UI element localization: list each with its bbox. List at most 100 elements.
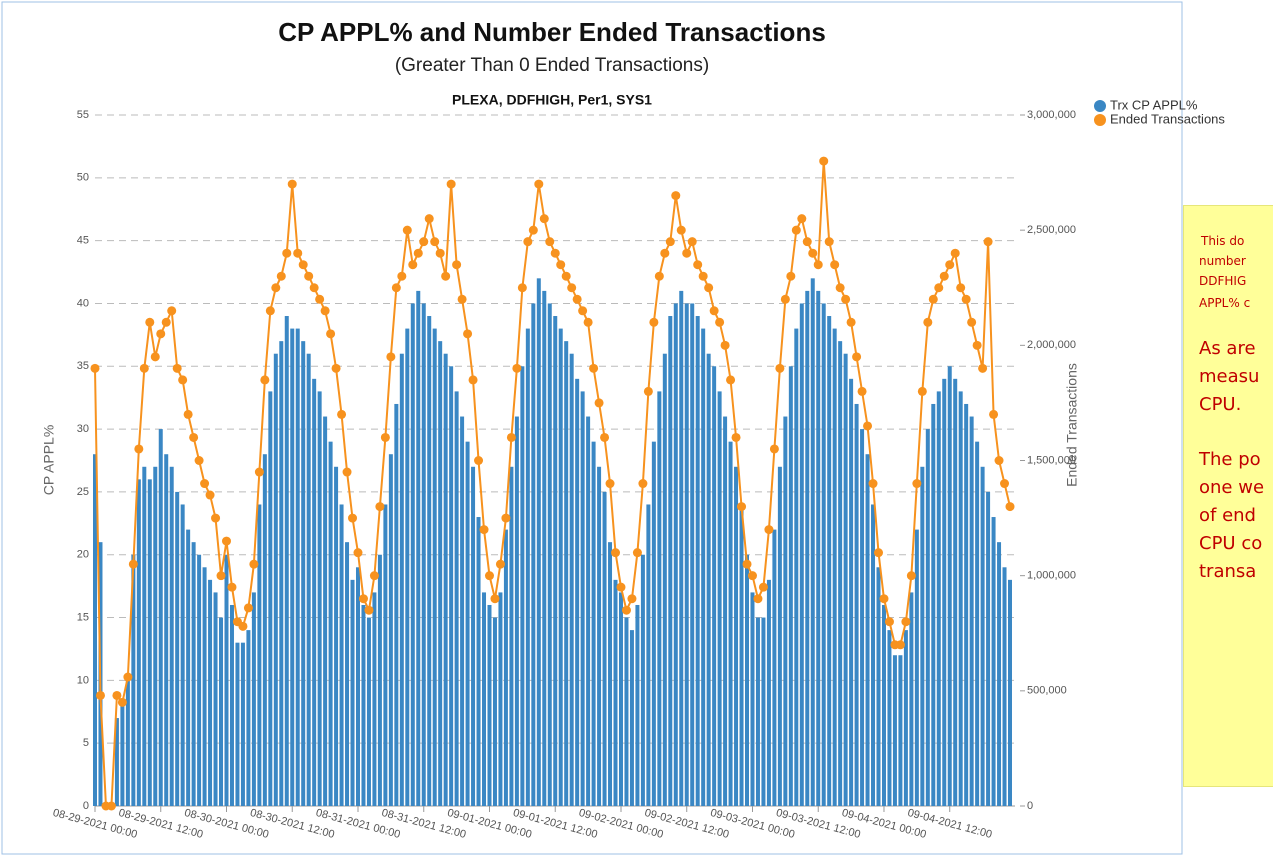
bar [219,617,224,806]
bar [608,542,613,806]
point [276,271,286,281]
note-line: DDFHIG [1199,274,1247,288]
point [583,317,593,327]
bar [849,378,854,806]
bar [597,466,602,806]
bar [794,328,799,806]
point [364,605,374,615]
point [654,271,664,281]
point [950,248,960,258]
point [852,352,862,362]
point [813,260,823,270]
point [539,214,549,224]
point [156,329,166,339]
bar [334,466,339,806]
point [183,409,193,419]
point [358,594,368,604]
point [928,294,938,304]
bar [410,303,415,806]
bar [164,454,169,806]
bar [542,290,547,807]
bar [739,504,744,806]
bar [520,366,525,806]
point [983,237,993,247]
bar [723,416,728,806]
point [161,317,171,327]
bar [251,592,256,806]
bar [673,303,678,806]
y-tick-label: 30 [77,423,89,435]
bar [755,617,760,806]
bar [997,542,1002,806]
bar [361,604,366,806]
bar [503,529,508,806]
bar [629,630,634,806]
point [709,306,719,316]
point [923,317,933,327]
point [660,248,670,258]
chart-title: CP APPL% and Number Ended Transactions [278,17,826,47]
bar [377,554,382,806]
bar [838,341,843,806]
point [912,479,922,489]
bar [964,403,969,806]
chart-subtitle: (Greater Than 0 Ended Transactions) [395,55,709,76]
bar [558,328,563,806]
bar [646,504,651,806]
bar [476,517,481,806]
point [512,363,522,373]
y-tick-label: 25 [77,486,89,498]
point [972,340,982,350]
point [424,214,434,224]
point [211,513,221,523]
y2-axis-label: Ended Transactions [1064,363,1080,487]
note-line: This do [1201,234,1245,248]
bar [312,378,317,806]
bar [169,466,174,806]
bar [421,303,426,806]
point [172,363,182,373]
point [649,317,659,327]
bar [564,341,569,806]
bar [871,504,876,806]
point [567,283,577,293]
point [298,260,308,270]
bar [706,353,711,806]
point [408,260,418,270]
bar [832,328,837,806]
bar [821,303,826,806]
bar [339,504,344,806]
bar [827,316,832,806]
chart-caption: PLEXA, DDFHIGH, Per1, SYS1 [452,92,652,108]
bar [142,466,147,806]
bar [317,391,322,806]
bar [640,554,645,806]
point [917,386,927,396]
point [353,548,363,558]
note-line: transa [1199,561,1257,582]
point [945,260,955,270]
bar [487,604,492,806]
point [90,363,100,373]
bar [383,504,388,806]
point [632,548,642,558]
point [753,594,763,604]
point [895,640,905,650]
point [868,479,878,489]
bar [290,328,295,806]
point [835,283,845,293]
bar [246,630,251,806]
point [715,317,725,327]
bar [745,554,750,806]
point [320,306,330,316]
point [391,283,401,293]
bar [909,592,914,806]
point [474,456,484,465]
point [863,421,873,431]
point [205,490,215,500]
point [769,444,779,454]
point [523,237,533,247]
bar [810,278,815,806]
bar [783,416,788,806]
